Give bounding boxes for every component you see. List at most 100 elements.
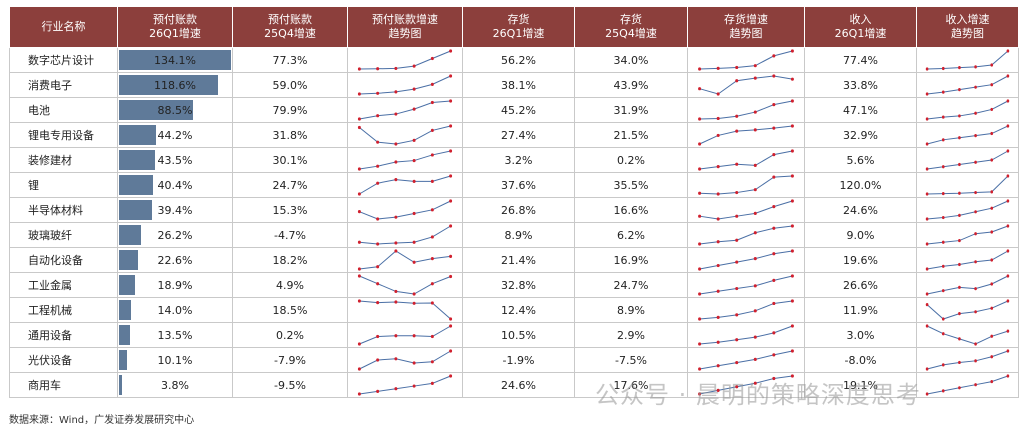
inventory-trend-sparkline-cell bbox=[687, 197, 805, 223]
prepay-trend-sparkline bbox=[357, 324, 453, 346]
column-header: 预付账款 26Q1增速 bbox=[117, 6, 233, 48]
prepay-25q4-value: 79.9% bbox=[232, 97, 348, 123]
sparkline bbox=[927, 301, 1008, 319]
prepay-26q1-bar bbox=[119, 200, 152, 220]
revenue-trend-sparkline-cell bbox=[916, 72, 1019, 98]
sparkline-point bbox=[941, 138, 945, 142]
sparkline-point bbox=[430, 56, 434, 61]
sparkline-point bbox=[449, 149, 453, 153]
inventory-trend-sparkline-cell bbox=[687, 347, 805, 373]
industry-name: 工程机械 bbox=[9, 297, 118, 323]
sparkline-point bbox=[974, 190, 977, 195]
prepay-26q1-cell: 88.5% bbox=[117, 97, 233, 123]
sparkline-point bbox=[990, 206, 994, 210]
sparkline-point bbox=[394, 241, 398, 245]
sparkline bbox=[359, 101, 450, 119]
sparkline-point bbox=[958, 66, 961, 70]
sparkline-point bbox=[357, 240, 361, 244]
sparkline-point bbox=[430, 381, 434, 386]
sparkline-point bbox=[941, 191, 945, 196]
sparkline bbox=[700, 201, 793, 219]
sparkline-point bbox=[941, 264, 945, 268]
sparkline bbox=[359, 376, 450, 394]
sparkline bbox=[700, 226, 793, 244]
sparkline-point bbox=[1006, 74, 1010, 78]
sparkline-point bbox=[394, 90, 398, 94]
sparkline-point bbox=[430, 153, 434, 157]
column-header: 存货增速 趋势图 bbox=[687, 6, 805, 48]
sparkline-point bbox=[941, 389, 945, 393]
table-row: 电池 88.5% 79.9% 45.2% 31.9% 47.1% bbox=[9, 97, 1019, 123]
sparkline-point bbox=[376, 114, 380, 118]
sparkline bbox=[927, 151, 1008, 169]
prepay-trend-sparkline bbox=[357, 374, 453, 396]
sparkline-point bbox=[698, 242, 702, 246]
sparkline-point bbox=[1006, 299, 1010, 303]
prepay-26q1-cell: 13.5% bbox=[117, 322, 233, 348]
prepay-trend-sparkline-cell bbox=[347, 222, 463, 248]
sparkline-point bbox=[412, 240, 416, 244]
prepay-25q4-value: 59.0% bbox=[232, 72, 348, 98]
table-row: 装修建材 43.5% 30.1% 3.2% 0.2% 5.6% bbox=[9, 147, 1019, 173]
revenue-trend-sparkline bbox=[925, 224, 1010, 246]
prepay-25q4-value: -4.7% bbox=[232, 222, 348, 248]
sparkline-point bbox=[357, 267, 361, 271]
sparkline-point bbox=[790, 199, 794, 203]
sparkline-point bbox=[958, 386, 961, 390]
sparkline-point bbox=[958, 213, 961, 217]
sparkline-point bbox=[430, 257, 434, 261]
sparkline-point bbox=[449, 199, 453, 203]
sparkline-point bbox=[941, 240, 945, 244]
sparkline-point bbox=[772, 301, 776, 306]
revenue-26q1-value: 9.0% bbox=[804, 222, 917, 248]
table-row: 半导体材料 39.4% 15.3% 26.8% 16.6% 24.6% bbox=[9, 197, 1019, 223]
revenue-26q1-value: 47.1% bbox=[804, 97, 917, 123]
table-body: 数字芯片设计 134.1% 77.3% 56.2% 34.0% 77.4% 消费电子 118.… bbox=[9, 47, 1019, 398]
prepay-trend-sparkline bbox=[357, 299, 453, 321]
prepay-26q1-value: 88.5% bbox=[157, 103, 193, 117]
prepay-26q1-value: 13.5% bbox=[157, 328, 193, 342]
sparkline-point bbox=[412, 107, 416, 111]
prepay-trend-sparkline-cell bbox=[347, 72, 463, 98]
sparkline-point bbox=[394, 334, 398, 338]
sparkline-point bbox=[357, 117, 361, 121]
sparkline-point bbox=[716, 165, 720, 169]
inventory-25q4-value: 34.0% bbox=[574, 47, 688, 73]
inventory-trend-sparkline bbox=[698, 149, 794, 171]
prepay-trend-sparkline-cell bbox=[347, 347, 463, 373]
prepay-26q1-cell: 22.6% bbox=[117, 247, 233, 273]
sparkline-point bbox=[1006, 374, 1010, 378]
sparkline-point bbox=[753, 188, 757, 192]
sparkline-point bbox=[925, 67, 929, 71]
sparkline-point bbox=[941, 66, 945, 71]
sparkline-point bbox=[394, 178, 398, 182]
sparkline-point bbox=[394, 142, 398, 146]
column-header: 收入 26Q1增速 bbox=[804, 6, 917, 48]
sparkline-point bbox=[376, 242, 380, 246]
revenue-trend-sparkline-cell bbox=[916, 147, 1019, 173]
inventory-25q4-value: 31.9% bbox=[574, 97, 688, 123]
sparkline-point bbox=[430, 301, 434, 305]
prepay-26q1-cell: 18.9% bbox=[117, 272, 233, 298]
sparkline bbox=[700, 101, 793, 119]
revenue-trend-sparkline-cell bbox=[916, 47, 1019, 73]
sparkline-point bbox=[1006, 249, 1010, 253]
sparkline-point bbox=[925, 242, 929, 246]
sparkline-point bbox=[735, 114, 739, 118]
sparkline-point bbox=[449, 174, 453, 178]
sparkline-point bbox=[449, 254, 453, 258]
prepay-trend-sparkline-cell bbox=[347, 97, 463, 123]
sparkline-point bbox=[958, 285, 961, 289]
sparkline-point bbox=[376, 334, 380, 339]
revenue-trend-sparkline-cell bbox=[916, 322, 1019, 348]
sparkline-point bbox=[376, 181, 380, 185]
sparkline-point bbox=[974, 342, 977, 346]
sparkline-point bbox=[449, 99, 453, 103]
inventory-26q1-value: 3.2% bbox=[462, 147, 575, 173]
table-row: 锂 40.4% 24.7% 37.6% 35.5% 120.0% bbox=[9, 172, 1019, 198]
prepay-26q1-bar bbox=[119, 375, 123, 395]
sparkline-point bbox=[958, 114, 961, 118]
sparkline-point bbox=[1006, 329, 1010, 333]
sparkline-point bbox=[753, 76, 757, 80]
data-source-note: 数据来源：Wind，广发证券发展研究中心 bbox=[9, 415, 195, 426]
